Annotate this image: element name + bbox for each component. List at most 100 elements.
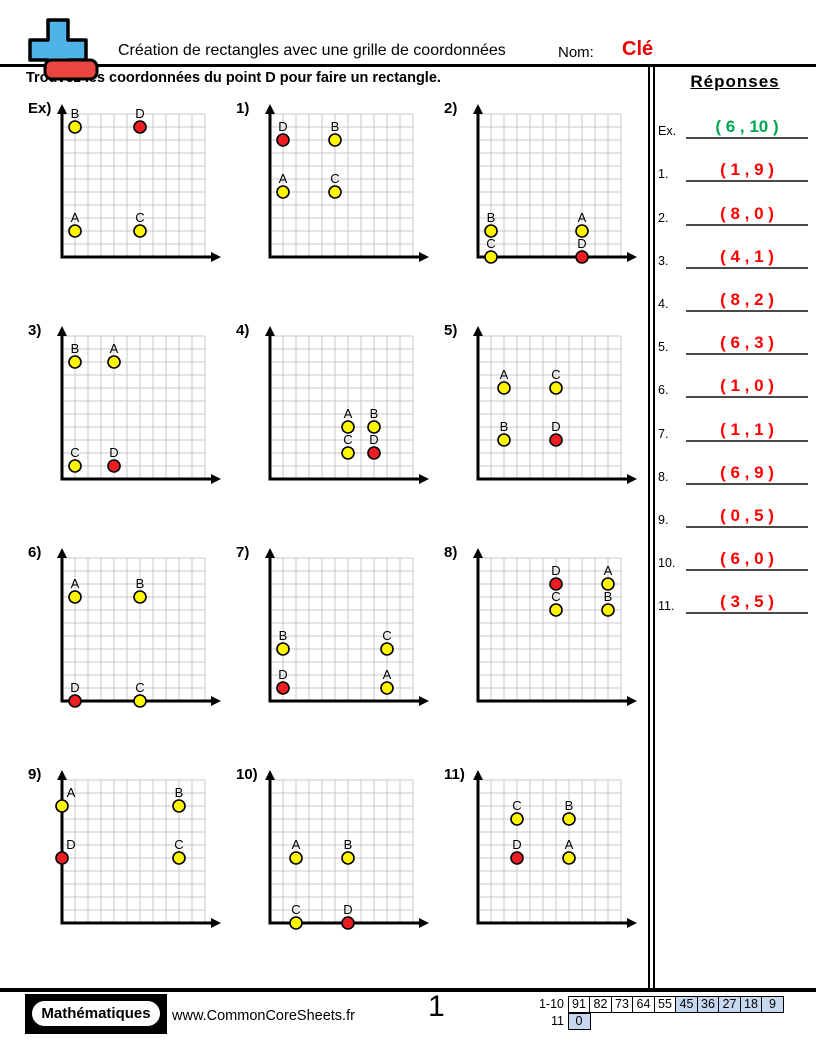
x-axis-arrow-icon	[211, 474, 221, 484]
point-c	[484, 250, 498, 264]
score-cell: 27	[718, 996, 741, 1013]
x-axis-arrow-icon	[419, 918, 429, 928]
point-label-d: D	[577, 236, 586, 251]
problem-4: 4) A B C D	[210, 316, 429, 538]
answer-blank-line: ( 0 , 5 )	[686, 506, 808, 528]
point-c	[289, 916, 303, 930]
point-label-c: C	[174, 837, 183, 852]
point-label-b: B	[500, 419, 509, 434]
minus-icon	[43, 58, 99, 81]
point-c	[328, 185, 342, 199]
answer-value: ( 6 , 9 )	[720, 462, 774, 482]
answer-blank-line: ( 6 , 10 )	[686, 117, 808, 140]
point-label-c: C	[551, 589, 560, 604]
answer-blank-line: ( 6 , 9 )	[686, 463, 808, 485]
problem-number: 1)	[236, 100, 250, 117]
point-label-d: D	[551, 563, 560, 578]
answer-value: ( 1 , 0 )	[720, 376, 774, 396]
y-axis-arrow-icon	[57, 548, 67, 558]
answer-number: 3.	[658, 253, 669, 268]
answer-number: 9.	[658, 512, 669, 527]
point-a	[575, 224, 589, 238]
y-axis-arrow-icon	[57, 770, 67, 780]
score-cell: 55	[653, 996, 677, 1013]
y-axis-arrow-icon	[473, 770, 483, 780]
point-b	[172, 799, 186, 813]
y-axis-arrow-icon	[265, 104, 275, 114]
answer-row: 1. ( 1 , 9 )	[658, 139, 812, 183]
answer-value: ( 3 , 5 )	[720, 592, 774, 612]
point-a	[601, 577, 615, 591]
x-axis-arrow-icon	[627, 696, 637, 706]
score-cell: 18	[739, 996, 763, 1013]
point-label-a: A	[578, 210, 587, 225]
answer-number: 7.	[658, 426, 669, 441]
point-label-b: B	[604, 589, 613, 604]
answer-number: 8.	[658, 469, 669, 484]
y-axis-arrow-icon	[265, 548, 275, 558]
point-label-a: A	[383, 667, 392, 682]
point-b	[133, 590, 147, 604]
problem-number: 5)	[444, 322, 458, 339]
point-label-b: B	[175, 785, 184, 800]
problem-11: 11) A B C D	[418, 760, 637, 982]
point-label-d: D	[512, 837, 521, 852]
answer-value: ( 4 , 1 )	[720, 246, 774, 266]
answer-number: 4.	[658, 296, 669, 311]
point-a	[107, 355, 121, 369]
answer-blank-line: ( 1 , 1 )	[686, 420, 808, 442]
problem-number: 10)	[236, 766, 258, 783]
point-d	[276, 133, 290, 147]
point-a	[276, 185, 290, 199]
answer-row: 3. ( 4 , 1 )	[658, 226, 812, 269]
point-d	[107, 459, 121, 473]
point-b	[328, 133, 342, 147]
point-label-c: C	[551, 367, 560, 382]
point-label-b: B	[136, 576, 145, 591]
answer-value: ( 6 , 0 )	[720, 549, 774, 569]
answer-number: 10.	[658, 556, 676, 571]
answer-blank-line: ( 3 , 5 )	[686, 592, 808, 615]
answer-value: ( 8 , 2 )	[720, 289, 774, 309]
x-axis-arrow-icon	[419, 252, 429, 262]
y-axis-arrow-icon	[473, 104, 483, 114]
answer-number: 6.	[658, 383, 669, 398]
point-a	[289, 851, 303, 865]
point-a	[68, 590, 82, 604]
answer-number: 11.	[658, 599, 675, 614]
point-b	[601, 603, 615, 617]
point-label-a: A	[565, 837, 574, 852]
point-c	[549, 381, 563, 395]
point-c	[133, 694, 147, 708]
point-d	[68, 694, 82, 708]
y-axis-arrow-icon	[57, 104, 67, 114]
point-label-b: B	[279, 628, 288, 643]
problem-1: 1) A B C D	[210, 94, 429, 316]
y-axis-arrow-icon	[265, 326, 275, 336]
point-label-a: A	[71, 576, 80, 591]
problem-number: 4)	[236, 322, 250, 339]
score-row-label: 11	[551, 1014, 564, 1028]
point-label-c: C	[486, 236, 495, 251]
answer-blank-line: ( 8 , 0 )	[686, 204, 808, 226]
score-cell: 64	[632, 996, 655, 1013]
answers-divider-line	[648, 65, 650, 988]
point-c	[510, 812, 524, 826]
point-label-c: C	[135, 210, 144, 225]
point-a	[562, 851, 576, 865]
header-rule	[0, 64, 816, 67]
point-d	[55, 851, 69, 865]
point-d	[341, 916, 355, 930]
problem-number: 7)	[236, 544, 250, 561]
page-number: 1	[428, 990, 445, 1023]
answer-row: 7. ( 1 , 1 )	[658, 398, 812, 442]
point-label-d: D	[278, 119, 287, 134]
answer-row: 8. ( 6 , 9 )	[658, 442, 812, 485]
answer-blank-line: ( 1 , 0 )	[686, 376, 808, 399]
answer-row: 2. ( 8 , 0 )	[658, 182, 812, 226]
